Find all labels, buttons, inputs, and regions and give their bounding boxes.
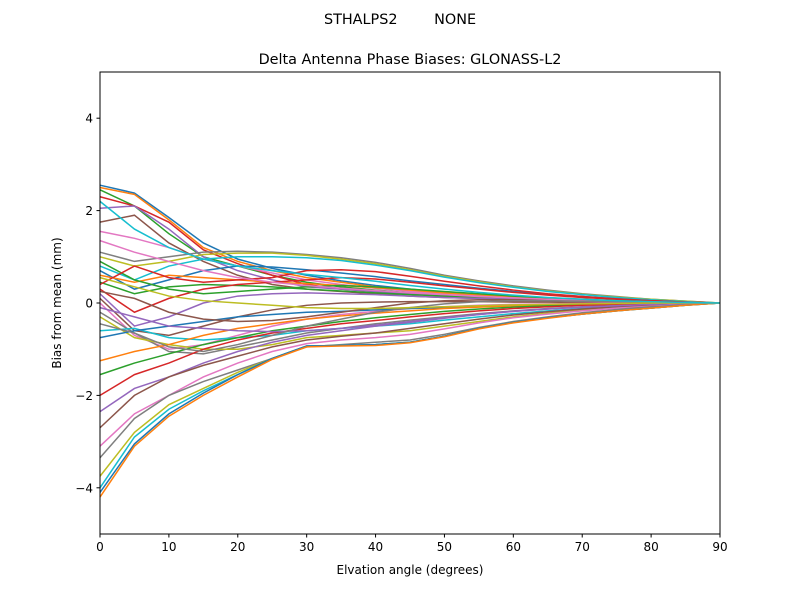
x-tick-label: 10 [161, 540, 176, 554]
series-lines [99, 184, 721, 498]
figure-suptitle: STHALPS2 NONE [324, 12, 476, 28]
x-tick-label: 20 [230, 540, 245, 554]
series-line-s28 [99, 302, 721, 459]
series-line-s24 [99, 302, 721, 397]
x-tick-label: 0 [96, 540, 104, 554]
y-tick-label: −4 [75, 481, 93, 495]
chart-title: Delta Antenna Phase Biases: GLONASS-L2 [259, 52, 562, 68]
x-tick-label: 60 [506, 540, 521, 554]
series-line-s32 [99, 302, 721, 498]
series-line-s40 [99, 200, 721, 304]
x-tick-label: 50 [437, 540, 452, 554]
series-line-s25 [99, 302, 721, 413]
series-line-s27 [99, 302, 721, 447]
series-line-s34 [99, 265, 721, 304]
x-axis-label: Elvation angle (degrees) [337, 563, 484, 577]
y-tick-label: 4 [85, 112, 93, 126]
x-tick-label: 90 [712, 540, 727, 554]
axis-ticks: 0 10 20 30 40 50 60 70 80 90 −4 −2 0 2 4 [75, 112, 727, 554]
y-tick-label: −2 [75, 389, 93, 403]
series-line-s39 [99, 276, 720, 310]
y-tick-label: 0 [85, 297, 93, 311]
axes-frame [99, 71, 721, 535]
x-tick-label: 70 [575, 540, 590, 554]
x-tick-label: 30 [299, 540, 314, 554]
series-line-s26 [99, 302, 721, 429]
y-axis-label: Bias from mean (mm) [50, 237, 64, 368]
x-tick-label: 80 [643, 540, 658, 554]
series-line-s22 [99, 302, 720, 362]
x-tick-label: 40 [368, 540, 383, 554]
y-tick-label: 2 [85, 204, 93, 218]
series-line-s35 [99, 302, 721, 333]
